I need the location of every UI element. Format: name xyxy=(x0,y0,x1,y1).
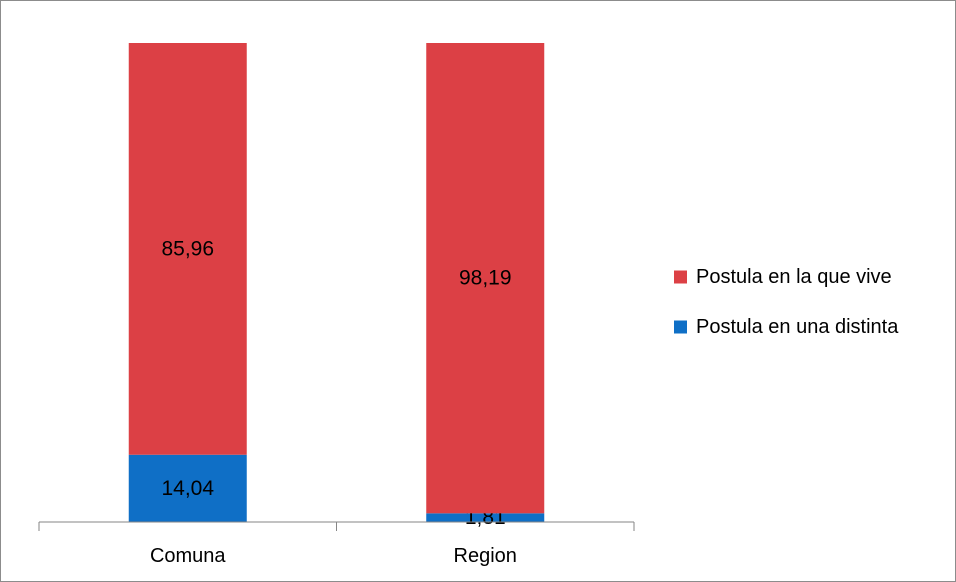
data-label-comuna-postula-en-una-distinta: 14,04 xyxy=(161,477,214,500)
bar-comuna-postula-en-una-distinta xyxy=(128,454,247,522)
legend-swatch-postula-en-una-distinta xyxy=(674,320,687,334)
data-label-region-postula-en-la-que-vive: 98,19 xyxy=(459,267,512,290)
x-tick-label-comuna: Comuna xyxy=(150,545,226,567)
x-tick-label-region: Region xyxy=(454,545,517,567)
data-label-comuna-postula-en-la-que-vive: 85,96 xyxy=(161,237,214,260)
bar-region-postula-en-la-que-vive xyxy=(426,43,545,514)
legend-label-postula-en-una-distinta: Postula en una distinta xyxy=(696,316,899,338)
legend-swatch-postula-en-la-que-vive xyxy=(674,270,687,284)
bar-region-postula-en-una-distinta xyxy=(426,513,545,522)
bar-comuna-postula-en-la-que-vive xyxy=(128,43,247,455)
legend-label-postula-en-la-que-vive: Postula en la que vive xyxy=(696,266,892,288)
